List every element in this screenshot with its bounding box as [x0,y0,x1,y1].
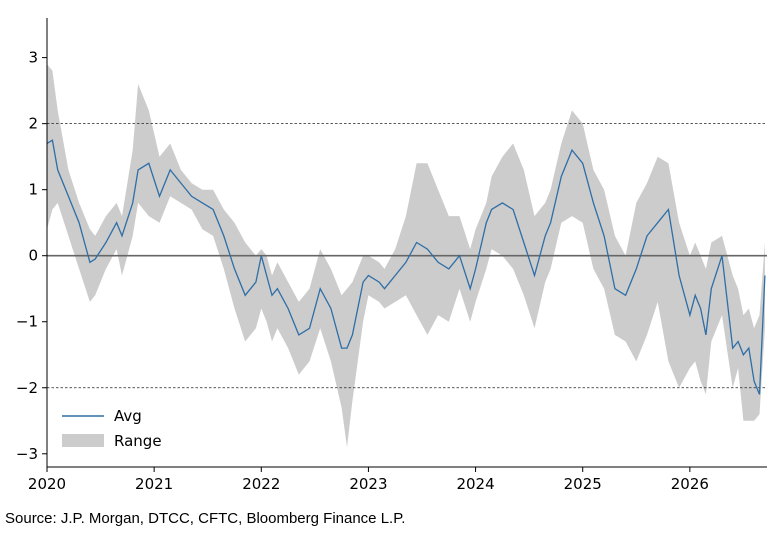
axes: −3 −2 −1 0 1 2 3 2020 2021 2022 2023 2024 2025 2026 [16,18,767,493]
chart: −3 −2 −1 0 1 2 3 2020 2021 2022 2023 2024 2025 2026 A… [16,18,767,493]
x-tick-label: 2025 [564,475,602,493]
x-tick-label: 2020 [28,475,66,493]
y-tick-label: 2 [28,115,38,133]
x-tick-label: 2024 [456,475,494,493]
y-tick-label: −1 [16,313,38,331]
plot-area [47,64,767,448]
legend-avg-label: Avg [114,407,142,425]
legend-range-swatch [62,434,104,447]
source-note: Source: J.P. Morgan, DTCC, CFTC, Bloombe… [5,510,406,527]
y-tick-label: −3 [16,445,38,463]
legend: Avg Range [62,407,162,450]
x-tick-label: 2022 [242,475,280,493]
y-tick-label: 1 [28,181,38,199]
y-tick-label: 0 [28,247,38,265]
x-tick-label: 2026 [671,475,709,493]
y-tick-label: −2 [16,379,38,397]
x-tick-label: 2023 [349,475,387,493]
x-tick-label: 2021 [135,475,173,493]
legend-range-label: Range [114,432,162,450]
y-tick-label: 3 [28,49,38,67]
avg-line [47,139,766,395]
